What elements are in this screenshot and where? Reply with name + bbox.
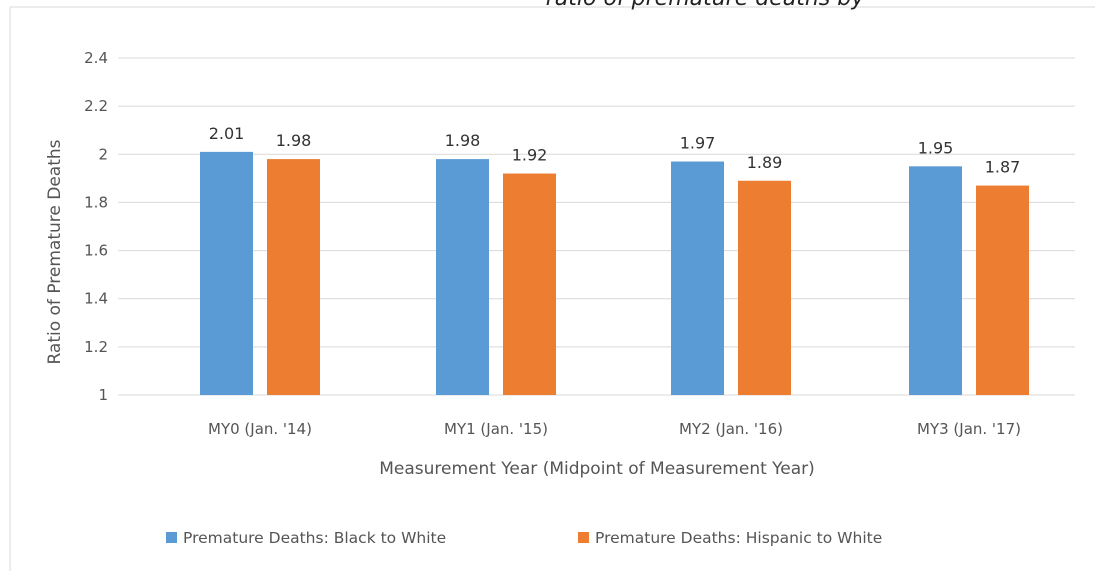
y-tick-label: 2 xyxy=(98,145,108,163)
y-tick-label: 1.6 xyxy=(84,242,108,260)
x-tick-label: MY3 (Jan. '17) xyxy=(917,420,1021,438)
bar-black-to-white xyxy=(909,166,962,395)
bars xyxy=(200,151,1029,395)
data-labels: 2.01 1.98 1.98 1.92 1.97 1.89 1.95 1.87 xyxy=(209,124,1021,177)
data-label: 1.98 xyxy=(445,131,481,150)
bar-hispanic-to-white xyxy=(738,180,791,395)
data-label: 1.97 xyxy=(680,134,716,153)
y-tick-label: 2.4 xyxy=(84,49,108,67)
bar-black-to-white xyxy=(436,159,489,395)
x-tick-label: MY1 (Jan. '15) xyxy=(444,420,548,438)
x-tick-label: MY0 (Jan. '14) xyxy=(208,420,312,438)
x-axis-ticks: MY0 (Jan. '14) MY1 (Jan. '15) MY2 (Jan. '1… xyxy=(208,420,1021,438)
bar-black-to-white xyxy=(671,161,724,395)
y-tick-label: 2.2 xyxy=(84,97,108,115)
bar-black-to-white xyxy=(200,151,253,395)
data-label: 1.95 xyxy=(918,138,954,157)
legend-swatch xyxy=(166,532,177,543)
data-label: 1.89 xyxy=(747,153,783,172)
y-tick-label: 1.2 xyxy=(84,338,108,356)
legend-swatch xyxy=(578,532,589,543)
x-axis-title: Measurement Year (Midpoint of Measuremen… xyxy=(379,459,815,479)
bar-hispanic-to-white xyxy=(267,159,320,395)
y-axis-ticks: 1 1.2 1.4 1.6 1.8 2 2.2 2.4 xyxy=(84,49,108,404)
data-label: 1.92 xyxy=(512,146,548,165)
x-tick-label: MY2 (Jan. '16) xyxy=(679,420,783,438)
y-tick-label: 1.8 xyxy=(84,193,108,211)
chart-title-fragment: ratio of premature deaths by xyxy=(546,0,865,11)
bar-hispanic-to-white xyxy=(503,173,556,395)
legend: Premature Deaths: Black to White Prematur… xyxy=(166,529,882,547)
data-label: 2.01 xyxy=(209,124,245,143)
data-label: 1.87 xyxy=(985,158,1021,177)
bar-hispanic-to-white xyxy=(976,185,1029,395)
y-tick-label: 1.4 xyxy=(84,290,108,308)
y-axis-title: Ratio of Premature Deaths xyxy=(45,139,65,364)
legend-label: Premature Deaths: Black to White xyxy=(183,529,446,547)
data-label: 1.98 xyxy=(276,131,312,150)
y-tick-label: 1 xyxy=(98,386,108,404)
legend-label: Premature Deaths: Hispanic to White xyxy=(595,529,882,547)
